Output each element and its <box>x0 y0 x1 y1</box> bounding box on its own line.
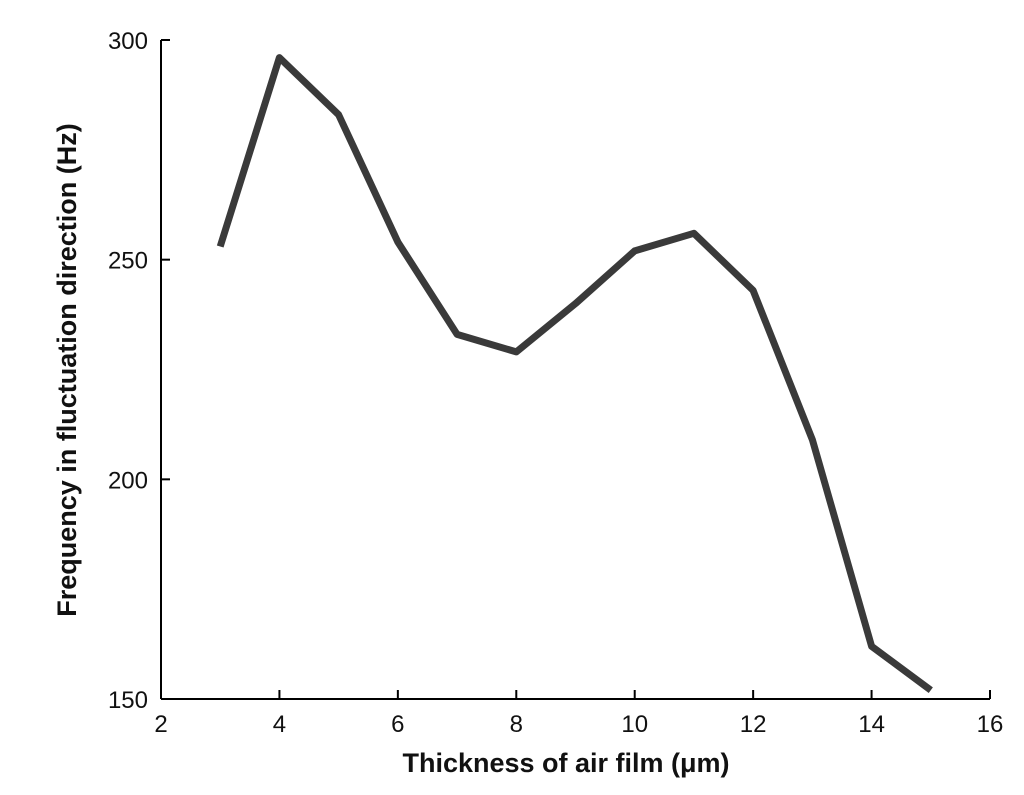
x-tick-label: 10 <box>621 711 648 738</box>
x-axis-ticks: 2 4 6 8 10 12 14 16 <box>154 690 1003 738</box>
plot-area <box>160 40 990 700</box>
x-tick-label: 2 <box>154 711 167 738</box>
y-tick-label: 250 <box>108 248 148 275</box>
x-tick-label: 4 <box>273 711 286 738</box>
x-tick-label: 8 <box>510 711 523 738</box>
x-tick-label: 12 <box>740 711 767 738</box>
y-tick-label: 200 <box>108 467 148 494</box>
series-line-0 <box>216 54 933 694</box>
y-tick-label: 300 <box>108 28 148 55</box>
x-tick-label: 16 <box>977 711 1004 738</box>
x-tick-label: 6 <box>391 711 404 738</box>
x-tick-label: 14 <box>858 711 885 738</box>
x-axis-title: Thickness of air film (μm) <box>402 748 729 778</box>
y-tick-label: 150 <box>108 687 148 714</box>
y-axis-ticks: 150 200 250 300 <box>108 28 170 714</box>
series-layer <box>216 54 933 694</box>
y-axis-title: Frequency in fluctuation direction (Hz) <box>52 123 82 617</box>
